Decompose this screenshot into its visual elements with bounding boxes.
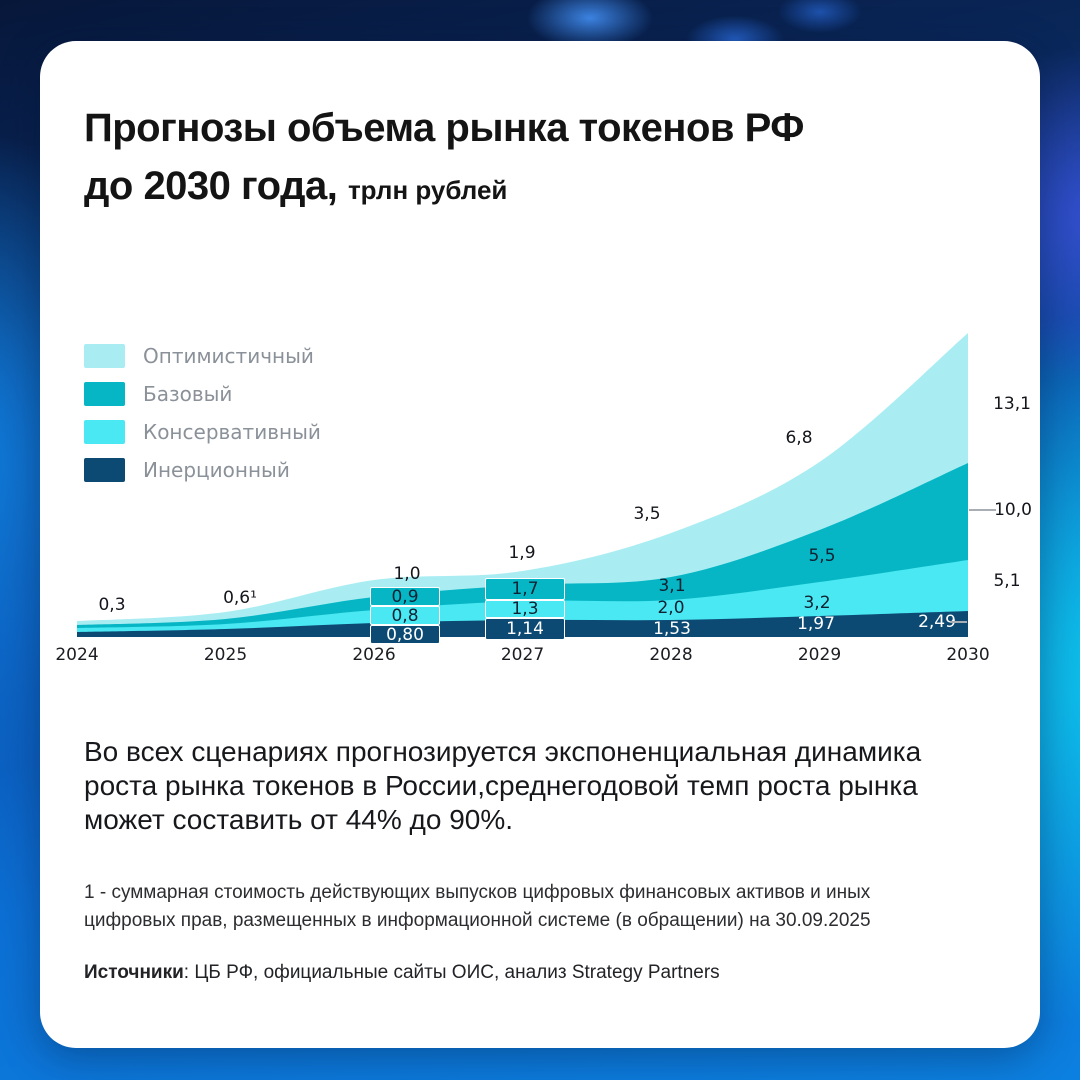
value-label: 6,8	[785, 428, 813, 448]
value-label: 1,9	[508, 543, 536, 563]
title-unit: трлн рублей	[347, 175, 508, 205]
area-chart: 0,3 0,6¹ 1,0 1,9 3,5 6,8 13,1 3,1 5,5 10,0 2,0 3,2 5…	[40, 320, 1040, 665]
legend-item: Инерционный	[84, 458, 321, 482]
value-chip: 1,7	[485, 578, 565, 600]
page-title: Прогнозы объема рынка токенов РФ до 2030…	[84, 99, 1004, 219]
title-line2: до 2030 года,	[84, 164, 338, 208]
legend-item: Консервативный	[84, 420, 321, 444]
sources-label: Источники	[84, 962, 184, 983]
x-axis-label: 2026	[352, 645, 396, 665]
value-label: 2,49	[918, 612, 956, 632]
legend-label: Инерционный	[143, 458, 290, 482]
value-label: 5,5	[808, 546, 836, 566]
sources-text: : ЦБ РФ, официальные сайты ОИС, анализ S…	[183, 962, 720, 983]
footnote-text: 1 - суммарная стоимость действующих выпу…	[84, 882, 871, 931]
x-axis-label: 2030	[946, 645, 990, 665]
legend-label: Базовый	[143, 382, 233, 406]
value-label: 3,5	[633, 504, 661, 524]
legend-label: Консервативный	[143, 420, 321, 444]
value-label: 1,53	[653, 619, 691, 639]
legend-item: Базовый	[84, 382, 321, 406]
leader-line	[950, 621, 967, 623]
value-chip: 0,8	[370, 606, 440, 626]
value-label: 1,97	[797, 614, 835, 634]
series-area-conservative	[77, 560, 968, 637]
legend-swatch	[84, 344, 125, 368]
legend-item: Оптимистичный	[84, 344, 321, 368]
value-label: 3,2	[803, 593, 831, 613]
x-axis-label: 2025	[203, 645, 248, 665]
value-chip: 0,80	[370, 625, 440, 645]
x-axis-label: 2024	[55, 645, 99, 665]
value-label: 0,6¹	[223, 588, 257, 608]
sources-line: Источники: ЦБ РФ, официальные сайты ОИС,…	[84, 962, 984, 984]
infographic-card: Прогнозы объема рынка токенов РФ до 2030…	[40, 41, 1040, 1048]
value-chip: 1,3	[485, 599, 565, 619]
x-axis-label: 2029	[797, 645, 842, 665]
value-label: 13,1	[993, 394, 1031, 414]
value-chip: 0,9	[370, 587, 440, 607]
value-label: 10,0	[994, 500, 1032, 520]
value-label: 0,3	[98, 595, 126, 615]
legend-swatch	[84, 382, 125, 406]
x-axis-label: 2027	[500, 645, 545, 665]
title-line1: Прогнозы объема рынка токенов РФ	[84, 106, 804, 150]
value-label: 2,0	[657, 598, 685, 618]
legend-label: Оптимистичный	[143, 344, 314, 368]
legend-swatch	[84, 420, 125, 444]
legend-swatch	[84, 458, 125, 482]
value-label: 1,0	[393, 564, 421, 584]
summary-text: Во всех сценариях прогнозируется экспоне…	[84, 736, 922, 835]
value-chip: 1,14	[485, 618, 565, 640]
x-axis-label: 2028	[649, 645, 693, 665]
leader-line	[969, 509, 996, 511]
chart-legend: Оптимистичный Базовый Консервативный Инерци…	[84, 344, 321, 482]
value-label: 3,1	[658, 576, 686, 596]
value-label: 5,1	[993, 571, 1021, 591]
